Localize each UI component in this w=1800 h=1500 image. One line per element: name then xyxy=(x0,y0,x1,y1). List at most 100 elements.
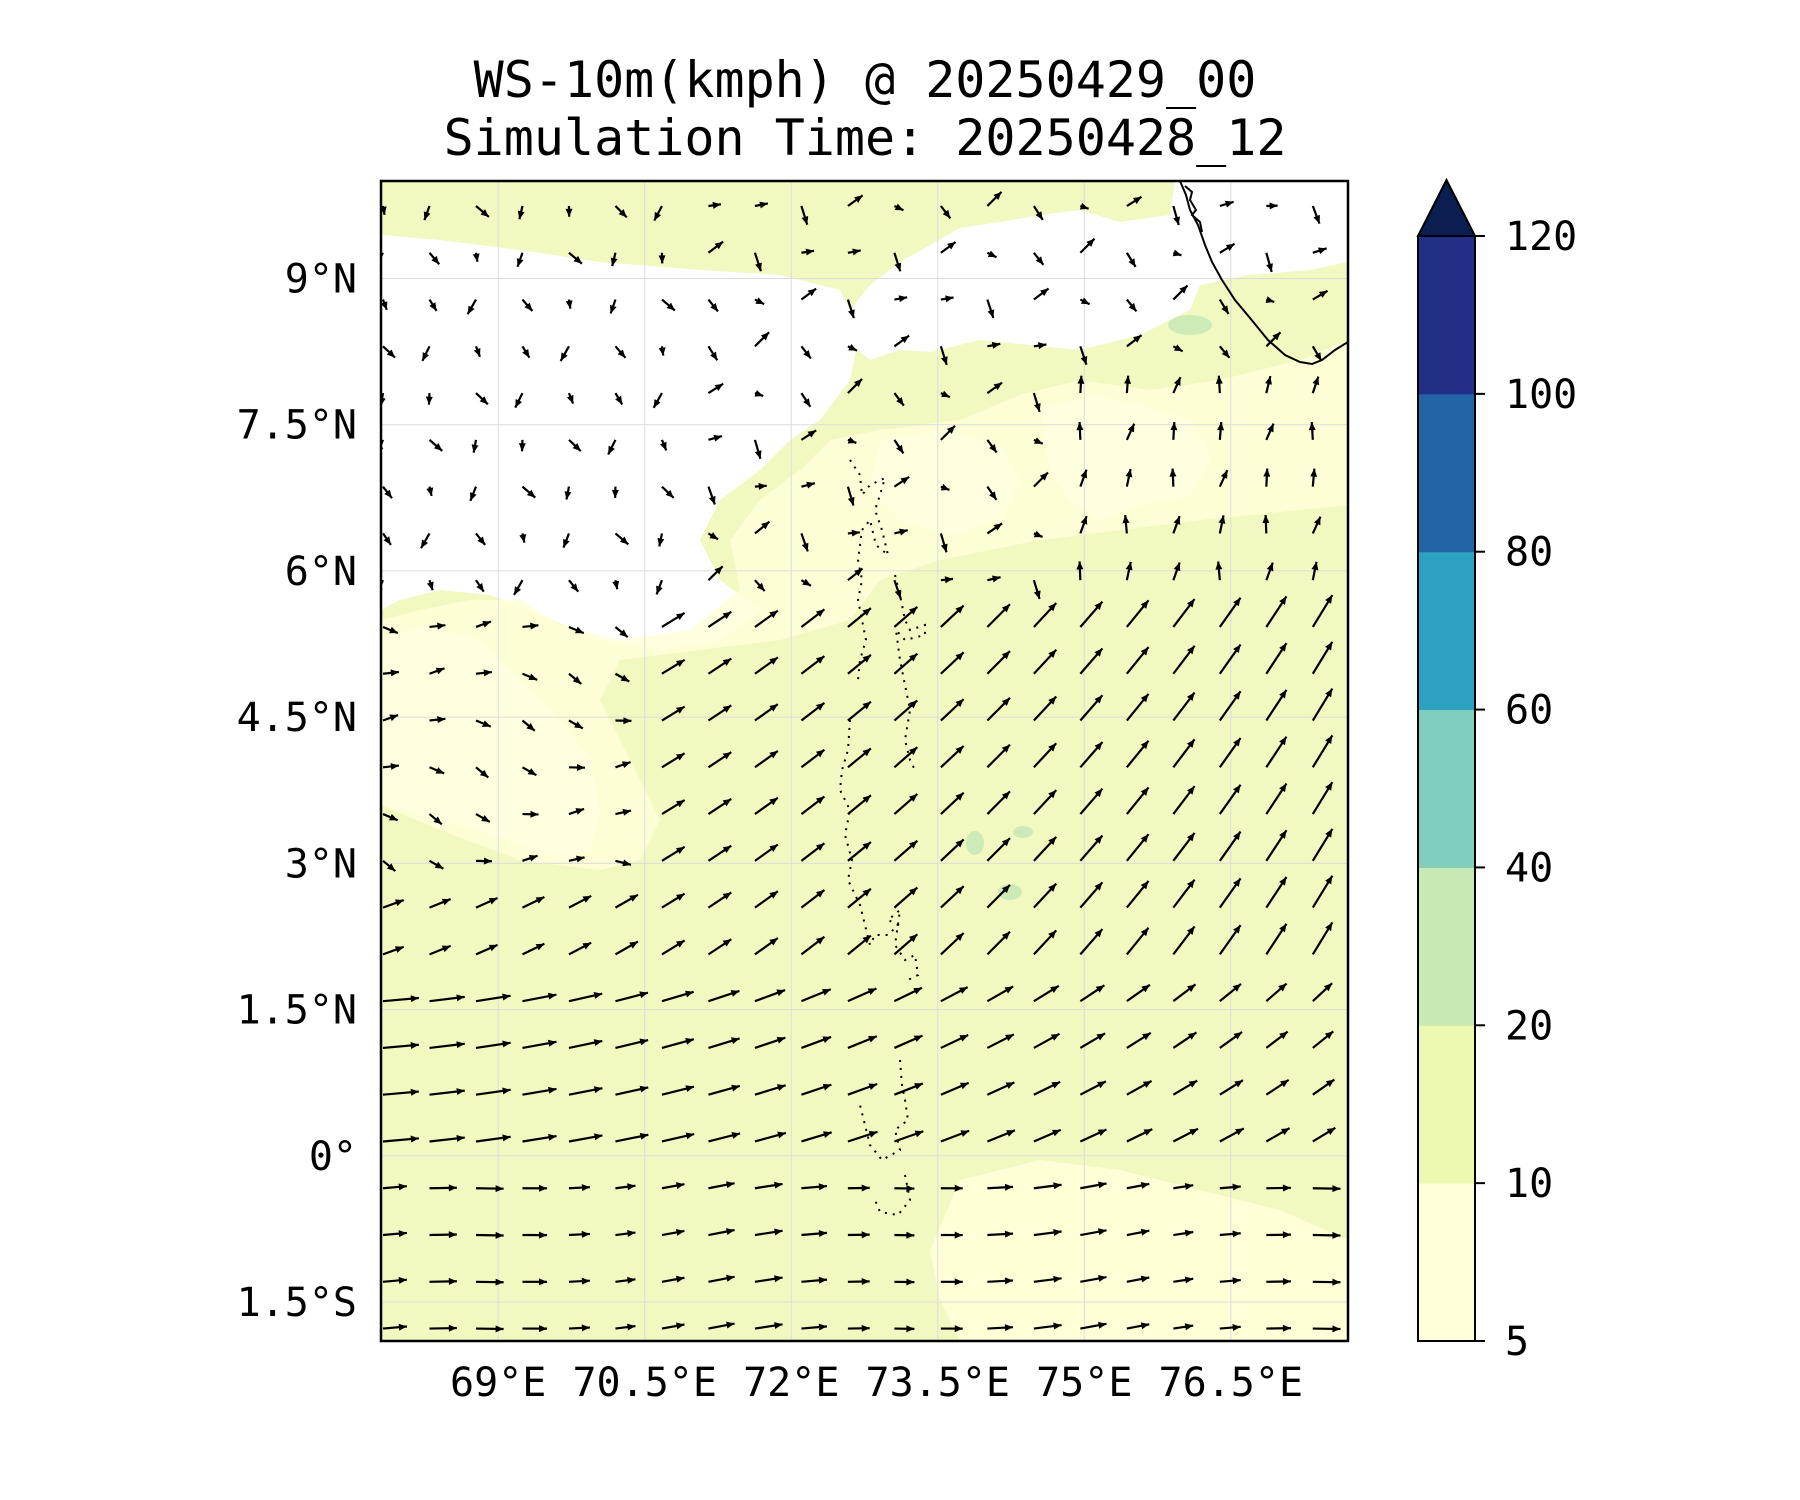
wind-arrow xyxy=(609,299,617,314)
wind-arrow xyxy=(475,1325,504,1333)
wind-arrow xyxy=(655,579,663,595)
colorbar-frame xyxy=(1417,235,1476,1342)
map-subtitle: Simulation Time: 20250428_12 xyxy=(443,109,1287,167)
wind-arrow xyxy=(1219,200,1234,208)
wind-arrow xyxy=(564,486,572,500)
wind-arrow xyxy=(986,1033,1015,1049)
calm-region-center-north xyxy=(381,235,860,650)
wind-arrow xyxy=(1308,422,1316,440)
wind-arrow xyxy=(1312,982,1333,1002)
wind-arrow xyxy=(1266,1184,1291,1192)
y-tick-label: 1.5°N xyxy=(237,988,357,1034)
wind-arrow xyxy=(1312,1078,1336,1096)
wind-arrow xyxy=(754,703,779,722)
wind-arrow xyxy=(471,439,479,453)
wind-arrow xyxy=(1079,881,1104,909)
wind-arrow xyxy=(559,345,570,362)
wind-arrow xyxy=(846,486,855,506)
wind-arrow xyxy=(893,475,910,488)
wind-arrow xyxy=(1079,834,1104,862)
wind-arrow xyxy=(1218,643,1242,675)
wind-arrow xyxy=(707,938,732,956)
wind-arrow xyxy=(475,392,489,406)
wind-arrow xyxy=(615,1132,649,1143)
wind-arrow xyxy=(707,240,724,254)
wind-arrow xyxy=(707,610,732,628)
wind-arrow xyxy=(568,1133,603,1143)
wind-arrow xyxy=(428,859,444,870)
wind-arrow xyxy=(522,1133,557,1143)
wind-arrow xyxy=(1079,600,1104,628)
wind-arrow xyxy=(1312,1030,1334,1049)
wind-arrow xyxy=(661,612,686,628)
wind-arrow xyxy=(707,751,732,769)
wind-arrow xyxy=(708,1181,735,1190)
wind-arrow xyxy=(847,654,872,675)
colorbar-tick-label: 100 xyxy=(1505,372,1577,418)
wind-arrow xyxy=(894,295,908,303)
wind-arrow xyxy=(429,1041,465,1050)
wind-arrow xyxy=(428,298,438,312)
wind-arrow xyxy=(707,298,719,313)
wind-arrow xyxy=(894,1231,915,1239)
wind-arrow xyxy=(940,745,965,769)
wind-arrow xyxy=(1033,1032,1061,1049)
wind-arrow xyxy=(1265,829,1288,862)
wind-arrow xyxy=(429,1277,457,1285)
wind-arrow xyxy=(1124,375,1132,394)
wind-arrow xyxy=(1033,530,1043,538)
wind-arrow xyxy=(893,746,919,769)
wind-arrow xyxy=(800,608,826,628)
wind-arrow xyxy=(1311,561,1319,581)
wind-arrow xyxy=(939,533,948,553)
map-title: WS-10m(kmph) @ 20250429_00 xyxy=(473,51,1257,109)
wind-arrow xyxy=(568,1324,590,1332)
wind-arrow xyxy=(1080,1275,1107,1283)
wind-arrow xyxy=(986,985,1014,1003)
wind-arrow xyxy=(893,793,919,815)
wind-arrow xyxy=(421,345,431,362)
wind-arrow xyxy=(1265,736,1288,768)
colorbar-tick-label: 10 xyxy=(1505,1161,1553,1207)
wind-arrow xyxy=(1311,828,1334,862)
wind-arrow xyxy=(1079,515,1088,534)
wind-arrow xyxy=(522,622,539,630)
wind-arrow xyxy=(1079,1080,1107,1096)
wind-arrow xyxy=(1126,1322,1150,1330)
wind-arrow xyxy=(382,625,399,635)
wind-arrow xyxy=(612,579,620,590)
wind-arrow xyxy=(754,1084,786,1096)
wind-arrow xyxy=(800,578,812,587)
wind-arrow xyxy=(1125,298,1138,313)
wind-arrow xyxy=(1172,785,1196,815)
wind-arrow xyxy=(521,896,545,909)
wind-arrow xyxy=(801,248,815,256)
wind-arrow xyxy=(1033,929,1058,956)
wind-arrow xyxy=(614,940,639,956)
wind-arrow xyxy=(986,486,998,501)
wind-arrow xyxy=(568,763,585,771)
wind-arrow xyxy=(894,1325,915,1333)
wind-arrow xyxy=(658,252,666,264)
x-tick-label: 73.5°E xyxy=(866,1360,1011,1406)
wind-arrow xyxy=(382,1088,419,1096)
wind-arrow xyxy=(382,714,399,722)
wind-arrow xyxy=(615,1038,649,1050)
wind-arrow xyxy=(847,1082,878,1096)
wind-arrow xyxy=(382,995,419,1003)
wind-arrow xyxy=(708,201,722,209)
wind-arrow xyxy=(800,533,809,552)
wind-arrow xyxy=(754,1228,783,1237)
wind-arrow xyxy=(1311,205,1321,224)
wind-arrow xyxy=(1266,1324,1291,1332)
wind-arrow xyxy=(1033,1128,1062,1143)
wind-arrow xyxy=(568,579,580,593)
wind-arrow xyxy=(1172,598,1196,628)
wind-arrow xyxy=(754,750,779,769)
wind-arrow xyxy=(382,762,400,770)
y-tick-label: 7.5°N xyxy=(237,403,357,449)
maldives-atolls xyxy=(838,459,926,1217)
wind-arrow xyxy=(615,761,631,769)
colorbar-tick-label: 120 xyxy=(1505,214,1577,260)
